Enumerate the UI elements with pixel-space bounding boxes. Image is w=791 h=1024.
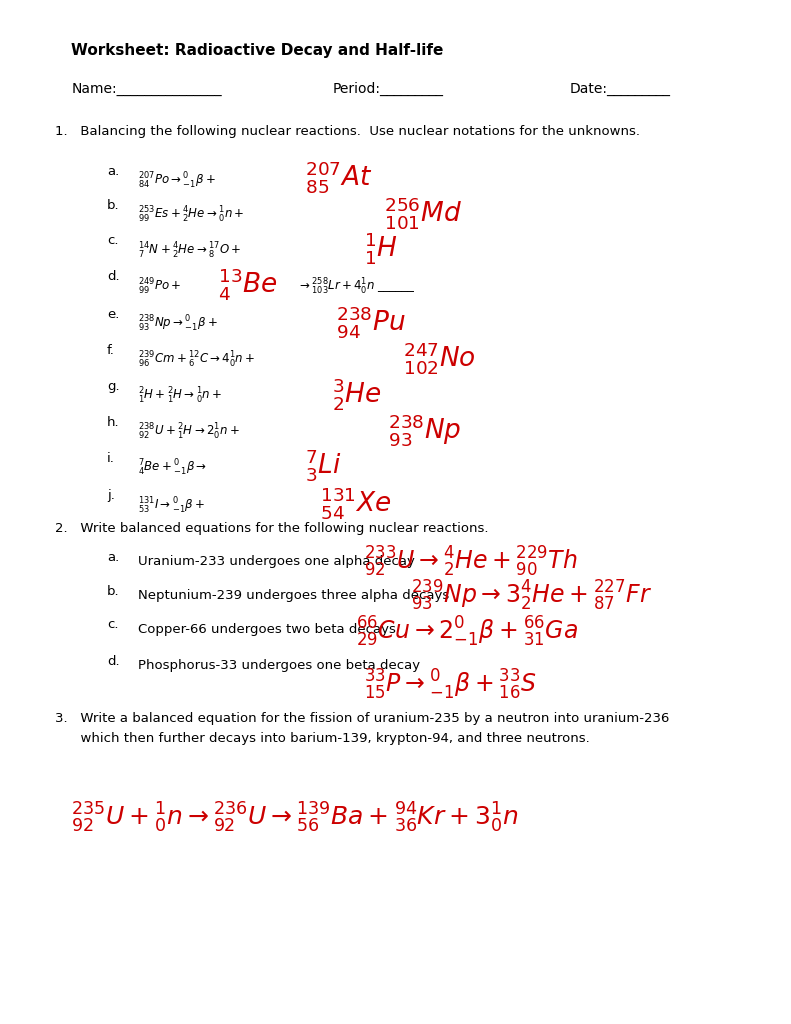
Text: $^{238}_{94}Pu$: $^{238}_{94}Pu$ bbox=[336, 304, 406, 340]
Text: e.: e. bbox=[107, 308, 119, 322]
Text: g.: g. bbox=[107, 380, 119, 393]
Text: b.: b. bbox=[107, 199, 119, 212]
Text: Worksheet: Radioactive Decay and Half-life: Worksheet: Radioactive Decay and Half-li… bbox=[71, 43, 444, 58]
Text: Copper-66 undergoes two beta decays: Copper-66 undergoes two beta decays bbox=[138, 623, 396, 636]
Text: $^{239}_{96}Cm+^{12}_{6}C\rightarrow 4^{1}_{0}n+$: $^{239}_{96}Cm+^{12}_{6}C\rightarrow 4^{… bbox=[138, 350, 255, 371]
Text: $^{131}_{54}Xe$: $^{131}_{54}Xe$ bbox=[320, 485, 392, 521]
Text: Name:_______________: Name:_______________ bbox=[71, 82, 221, 96]
Text: $^{131}_{53}I\rightarrow^{0}_{-1}\beta +$: $^{131}_{53}I\rightarrow^{0}_{-1}\beta +… bbox=[138, 496, 206, 516]
Text: a.: a. bbox=[107, 165, 119, 178]
Text: 3.   Write a balanced equation for the fission of uranium-235 by a neutron into : 3. Write a balanced equation for the fis… bbox=[55, 712, 670, 725]
Text: $^{3}_{2}He$: $^{3}_{2}He$ bbox=[332, 376, 382, 412]
Text: Phosphorus-33 undergoes one beta decay: Phosphorus-33 undergoes one beta decay bbox=[138, 659, 421, 673]
Text: 2.   Write balanced equations for the following nuclear reactions.: 2. Write balanced equations for the foll… bbox=[55, 522, 489, 536]
Text: c.: c. bbox=[107, 618, 119, 632]
Text: which then further decays into barium-139, krypton-94, and three neutrons.: which then further decays into barium-13… bbox=[55, 732, 590, 745]
Text: j.: j. bbox=[107, 489, 115, 503]
Text: $^{233}_{92}U\rightarrow ^{4}_{2}He+^{229}_{90}Th$: $^{233}_{92}U\rightarrow ^{4}_{2}He+^{22… bbox=[364, 545, 577, 579]
Text: $^{207}_{85}At$: $^{207}_{85}At$ bbox=[305, 159, 372, 195]
Text: $^{238}_{93}Np\rightarrow^{0}_{-1}\beta +$: $^{238}_{93}Np\rightarrow^{0}_{-1}\beta … bbox=[138, 314, 218, 335]
Text: $^{66}_{29}Cu\rightarrow 2^{0}_{-1}\beta+^{66}_{31}Ga$: $^{66}_{29}Cu\rightarrow 2^{0}_{-1}\beta… bbox=[356, 614, 578, 648]
Text: $^{7}_{4}Be+^{0}_{-1}\beta\rightarrow$: $^{7}_{4}Be+^{0}_{-1}\beta\rightarrow$ bbox=[138, 458, 207, 478]
Text: $\rightarrow^{258}_{103}Lr +4^{1}_{0}n$ ______: $\rightarrow^{258}_{103}Lr +4^{1}_{0}n$ … bbox=[297, 276, 414, 297]
Text: $^{256}_{101}Md$: $^{256}_{101}Md$ bbox=[384, 195, 461, 230]
Text: Date:_________: Date:_________ bbox=[570, 82, 671, 96]
Text: $^{7}_{3}Li$: $^{7}_{3}Li$ bbox=[305, 447, 341, 483]
Text: Uranium-233 undergoes one alpha decay: Uranium-233 undergoes one alpha decay bbox=[138, 555, 415, 568]
Text: $^{253}_{99}Es+^{4}_{2}He\rightarrow^{1}_{0}n +$: $^{253}_{99}Es+^{4}_{2}He\rightarrow^{1}… bbox=[138, 205, 245, 225]
Text: b.: b. bbox=[107, 585, 119, 598]
Text: $^{247}_{102}No$: $^{247}_{102}No$ bbox=[403, 340, 476, 376]
Text: $^{2}_{1}H+^{2}_{1}H\rightarrow^{1}_{0}n+$: $^{2}_{1}H+^{2}_{1}H\rightarrow^{1}_{0}n… bbox=[138, 386, 222, 407]
Text: $^{33}_{15}P\rightarrow ^{0}_{-1}\beta+^{33}_{16}S$: $^{33}_{15}P\rightarrow ^{0}_{-1}\beta+^… bbox=[364, 668, 537, 701]
Text: Neptunium-239 undergoes three alpha decays: Neptunium-239 undergoes three alpha deca… bbox=[138, 589, 449, 602]
Text: d.: d. bbox=[107, 270, 119, 284]
Text: d.: d. bbox=[107, 655, 119, 669]
Text: Period:_________: Period:_________ bbox=[332, 82, 443, 96]
Text: $^{238}_{92}U+^{2}_{1}H\rightarrow 2^{1}_{0}n+$: $^{238}_{92}U+^{2}_{1}H\rightarrow 2^{1}… bbox=[138, 422, 240, 442]
Text: $^{239}_{93}Np\rightarrow 3^{4}_{2}He+^{227}_{87}Fr$: $^{239}_{93}Np\rightarrow 3^{4}_{2}He+^{… bbox=[411, 579, 653, 612]
Text: $^{235}_{92}U+^{1}_{0}n\rightarrow ^{236}_{92}U\rightarrow ^{139}_{56}Ba+^{94}_{: $^{235}_{92}U+^{1}_{0}n\rightarrow ^{236… bbox=[71, 801, 519, 835]
Text: $^{238}_{93}Np$: $^{238}_{93}Np$ bbox=[388, 412, 461, 447]
Text: $^{207}_{84}Po\rightarrow^{0}_{-1}\beta +$: $^{207}_{84}Po\rightarrow^{0}_{-1}\beta … bbox=[138, 171, 216, 191]
Text: h.: h. bbox=[107, 416, 119, 429]
Text: $^{1}_{1}H$: $^{1}_{1}H$ bbox=[364, 230, 398, 266]
Text: f.: f. bbox=[107, 344, 115, 357]
Text: i.: i. bbox=[107, 452, 115, 465]
Text: 1.   Balancing the following nuclear reactions.  Use nuclear notations for the u: 1. Balancing the following nuclear react… bbox=[55, 125, 641, 138]
Text: a.: a. bbox=[107, 551, 119, 564]
Text: $^{13}_{4}Be$: $^{13}_{4}Be$ bbox=[218, 266, 277, 302]
Text: $^{249}_{99}Po +$: $^{249}_{99}Po +$ bbox=[138, 276, 182, 297]
Text: $^{14}_{7}N+^{4}_{2}He\rightarrow^{17}_{8}O +$: $^{14}_{7}N+^{4}_{2}He\rightarrow^{17}_{… bbox=[138, 241, 242, 261]
Text: c.: c. bbox=[107, 234, 119, 248]
